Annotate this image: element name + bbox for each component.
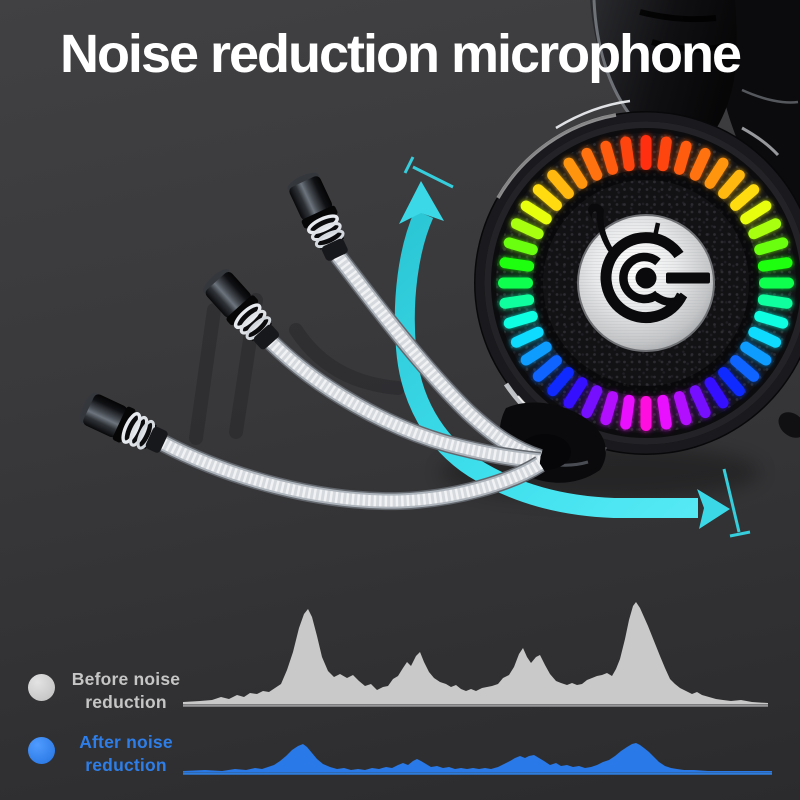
led-tick <box>740 200 772 225</box>
led-tick <box>581 147 603 181</box>
logo-disc-rim <box>577 214 715 352</box>
led-tick <box>547 169 574 199</box>
yoke-edge-highlight <box>741 88 799 104</box>
led-tick <box>673 140 692 175</box>
led-tick <box>718 169 745 199</box>
led-tick <box>520 200 552 225</box>
led-tick <box>563 377 588 409</box>
rotation-arrow-top-head <box>399 181 444 224</box>
led-tick <box>600 391 619 426</box>
mic-tip <box>202 269 280 350</box>
dimension-tick-top <box>403 156 454 189</box>
yoke-nub <box>778 412 800 438</box>
led-tick <box>532 355 562 382</box>
shell-ring <box>484 121 800 445</box>
led-tick <box>748 218 782 240</box>
mic-tip <box>287 172 348 261</box>
led-tick <box>657 394 672 430</box>
shell-ring <box>491 128 800 438</box>
led-tick <box>657 136 672 172</box>
mic-boom-middle <box>202 269 541 470</box>
led-tick <box>757 294 793 309</box>
led-tick <box>581 385 603 419</box>
led-tick <box>673 391 692 426</box>
shell-highlight-top <box>555 99 631 130</box>
led-tick <box>740 341 772 366</box>
waveform-after <box>183 743 772 775</box>
led-ring <box>498 135 794 431</box>
led-tick <box>704 377 729 409</box>
rotation-arrow <box>394 156 751 538</box>
led-tick <box>620 394 635 430</box>
shell-highlight-topleft <box>496 113 617 199</box>
legend-before-noise: Before noise reduction <box>28 668 182 714</box>
brand-logo <box>588 203 710 324</box>
led-tick <box>520 341 552 366</box>
led-tick <box>754 237 789 256</box>
led-tick <box>689 147 711 181</box>
led-tick <box>718 367 745 397</box>
mic-boom-upper <box>287 172 543 467</box>
before-noise-label-line2: reduction <box>85 692 167 712</box>
led-tick <box>532 184 562 211</box>
led-tick <box>499 257 535 272</box>
headband-slit <box>651 39 725 53</box>
mic-tip <box>79 392 168 453</box>
legend-after-noise: After noise reduction <box>28 731 182 777</box>
mic-booms <box>79 172 545 511</box>
shell-highlight-right <box>741 126 780 157</box>
after-noise-label-line1: After noise <box>79 732 173 752</box>
led-tick <box>510 218 544 240</box>
before-noise-dot-icon <box>28 674 55 701</box>
led-tick <box>754 310 789 329</box>
shell-ring <box>475 112 800 454</box>
led-tick <box>730 355 760 382</box>
led-tick <box>640 396 652 431</box>
mic-boom-lower <box>79 392 545 511</box>
led-tick <box>510 326 544 348</box>
led-tick <box>563 157 588 189</box>
after-noise-label: After noise reduction <box>70 731 182 777</box>
led-tick <box>499 294 535 309</box>
led-tick <box>730 184 760 211</box>
led-tick <box>600 140 619 175</box>
led-tick <box>704 157 729 189</box>
ear-cup <box>474 99 800 455</box>
led-tick <box>547 367 574 397</box>
after-noise-label-line2: reduction <box>85 755 167 775</box>
before-noise-label-line1: Before noise <box>71 669 181 689</box>
led-tick <box>757 257 793 272</box>
dimension-tick-bottom <box>722 468 751 538</box>
led-tick <box>503 237 538 256</box>
led-tick <box>748 326 782 348</box>
led-tick <box>498 277 533 289</box>
after-noise-dot-icon <box>28 737 55 764</box>
led-tick <box>689 385 711 419</box>
page-title: Noise reduction microphone <box>59 24 742 84</box>
headband-slit <box>639 9 717 23</box>
headband-strap <box>590 0 737 158</box>
rotation-arrow-bottom-head <box>697 489 730 529</box>
rotation-arrow-arc <box>394 209 698 518</box>
plate-inner-shade <box>533 170 759 396</box>
led-tick <box>759 277 794 289</box>
led-tick <box>503 310 538 329</box>
before-noise-label: Before noise reduction <box>70 668 182 714</box>
led-tick <box>640 135 652 170</box>
waveform-before <box>183 602 768 707</box>
led-tick <box>620 136 635 172</box>
